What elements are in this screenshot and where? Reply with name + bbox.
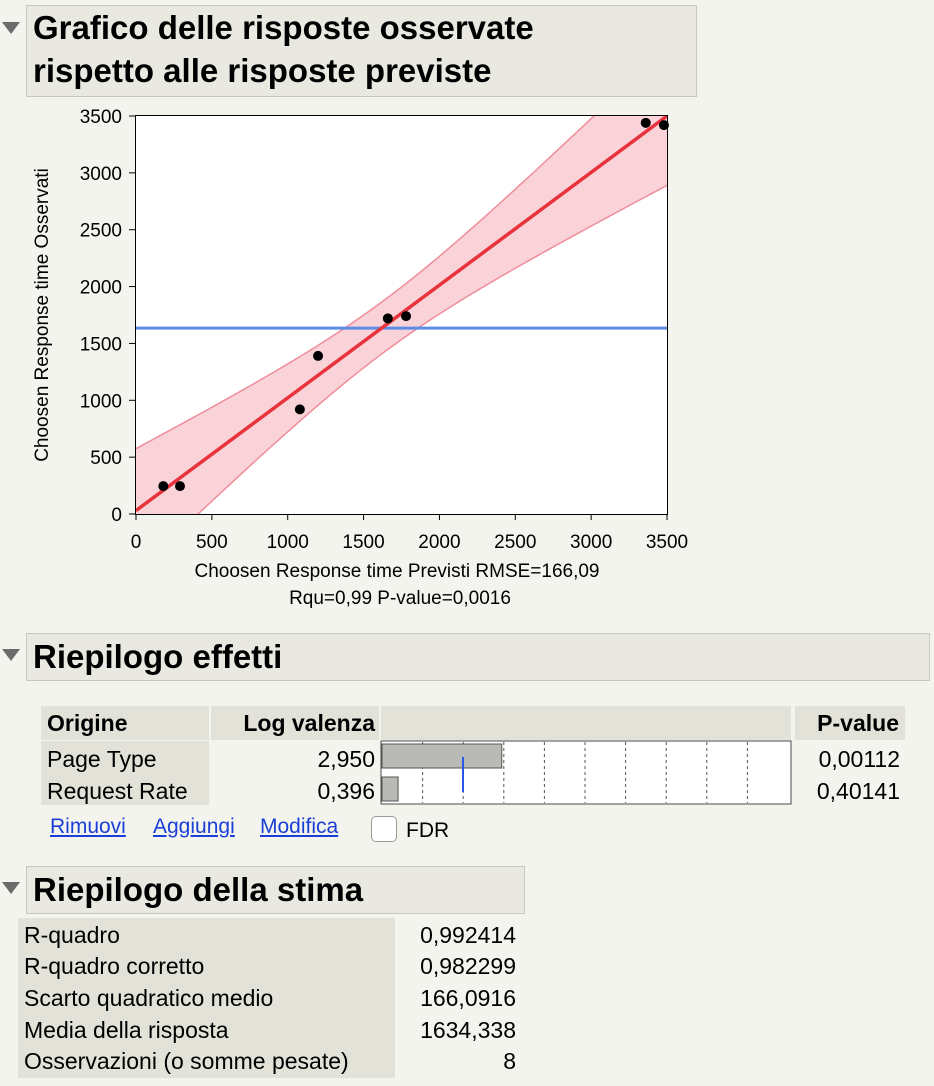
section-header-actual-by-predicted[interactable] <box>26 5 697 97</box>
data-point <box>658 120 669 131</box>
fit-line <box>136 116 667 512</box>
section-title-line2: rispetto alle risposte previste <box>33 52 492 89</box>
y-tick-label: 3500 <box>80 107 122 128</box>
column-header-source[interactable]: Origine <box>41 706 209 740</box>
section-title: Riepilogo della stima <box>33 871 364 908</box>
summary-value: 8 <box>503 1048 516 1074</box>
x-tick-label: 500 <box>196 532 228 553</box>
data-point <box>174 481 185 492</box>
x-tick-label: 1500 <box>342 532 384 553</box>
x-tick-label: 3500 <box>646 532 688 553</box>
confidence-band-upper <box>136 116 595 450</box>
y-tick-label: 2000 <box>80 278 122 299</box>
row-label-background <box>41 741 209 805</box>
summary-label: R-quadro <box>24 922 120 948</box>
data-point <box>313 350 324 361</box>
collapse-triangle-icon[interactable] <box>2 882 20 894</box>
collapse-triangle-icon[interactable] <box>2 649 20 661</box>
remove-link[interactable]: Rimuovi <box>50 815 126 838</box>
section-header-effect-summary[interactable] <box>26 633 930 681</box>
y-tick-label: 2500 <box>80 221 122 242</box>
y-axis-label: Choosen Response time Osservati <box>32 168 53 462</box>
effect-pvalue-cell: 0,40141 <box>816 778 900 804</box>
summary-value: 0,982299 <box>420 953 516 979</box>
x-tick-label: 3000 <box>570 532 612 553</box>
logworth-bar <box>381 743 503 769</box>
data-point <box>294 404 305 415</box>
summary-value: 166,0916 <box>420 985 516 1011</box>
x-axis-stats-label: Rqu=0,99 P-value=0,0016 <box>289 588 511 609</box>
data-point <box>401 311 412 322</box>
summary-label: Media della risposta <box>24 1017 229 1043</box>
section-title-line1: Grafico delle risposte osservate <box>33 9 534 46</box>
summary-value: 0,992414 <box>420 922 516 948</box>
effect-logworth-cell: 2,950 <box>317 746 375 772</box>
logworth-bar <box>381 776 399 802</box>
confidence-band <box>136 116 667 514</box>
fdr-checkbox[interactable] <box>371 816 397 842</box>
summary-label-background <box>18 918 395 1078</box>
bar-area-frame <box>380 740 792 805</box>
effect-source-cell[interactable]: Request Rate <box>47 778 188 804</box>
data-point <box>382 313 393 324</box>
summary-value: 1634,338 <box>420 1017 516 1043</box>
confidence-band-lower <box>197 184 667 514</box>
section-header-summary-of-fit[interactable] <box>26 866 525 914</box>
y-tick-label: 500 <box>90 448 122 469</box>
x-tick-label: 2000 <box>418 532 460 553</box>
column-header-bar <box>381 706 791 740</box>
data-point <box>158 481 169 492</box>
summary-label: Scarto quadratico medio <box>24 985 274 1011</box>
summary-label: Osservazioni (o somme pesate) <box>24 1048 349 1074</box>
data-point <box>640 117 651 128</box>
collapse-triangle-icon[interactable] <box>2 22 20 34</box>
section-title: Riepilogo effetti <box>33 638 283 675</box>
x-tick-label: 1000 <box>267 532 309 553</box>
column-header-logworth[interactable]: Log valenza <box>211 706 379 740</box>
effect-source-cell[interactable]: Page Type <box>47 746 157 772</box>
effect-pvalue-cell: 0,00112 <box>818 746 900 772</box>
summary-label: R-quadro corretto <box>24 953 205 979</box>
column-header-pvalue[interactable]: P-value <box>795 706 905 740</box>
add-link[interactable]: Aggiungi <box>153 815 235 838</box>
edit-link[interactable]: Modifica <box>260 815 339 838</box>
actual-by-predicted-chart: 0 500 1000 1500 2000 2500 3000 3500 0 500 1000 1500… <box>32 107 688 609</box>
fdr-label: FDR <box>406 819 450 842</box>
x-axis-label: Choosen Response time Previsti RMSE=166,… <box>194 561 599 582</box>
y-tick-label: 1500 <box>80 334 122 355</box>
y-tick-label: 0 <box>111 505 122 526</box>
y-tick-label: 3000 <box>80 164 122 185</box>
x-tick-label: 0 <box>131 532 142 553</box>
effect-logworth-cell: 0,396 <box>317 778 375 804</box>
y-tick-label: 1000 <box>80 391 122 412</box>
x-tick-label: 2500 <box>494 532 536 553</box>
